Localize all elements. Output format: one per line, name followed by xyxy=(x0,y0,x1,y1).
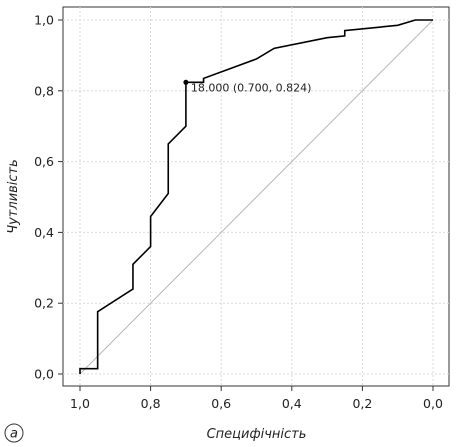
y-tick-label: 0,8 xyxy=(34,83,54,98)
plot-area xyxy=(62,6,450,387)
y-tick-label: 1,0 xyxy=(34,13,54,28)
panel-label: a xyxy=(10,427,18,442)
x-tick-label: 0,4 xyxy=(282,396,302,411)
y-axis-ticks: 0,0 0,2 0,4 0,6 0,8 1,0 xyxy=(34,13,63,382)
y-tick-label: 0,4 xyxy=(34,225,54,240)
x-axis-title: Специфічність xyxy=(207,427,307,442)
y-tick-label: 0,6 xyxy=(34,154,54,169)
y-tick-label: 0,2 xyxy=(34,296,54,311)
reference-diagonal xyxy=(79,19,434,375)
annotation-label: 18.000 (0.700, 0.824) xyxy=(191,81,312,94)
roc-curve xyxy=(79,19,433,374)
grid-lines xyxy=(63,7,449,386)
x-tick-label: 0,2 xyxy=(352,396,372,411)
y-tick-label: 0,0 xyxy=(34,367,54,382)
y-axis-title: Чутливість xyxy=(6,159,21,234)
x-tick-label: 0,8 xyxy=(141,396,161,411)
annotation-point xyxy=(183,79,189,85)
x-axis-ticks: 1,0 0,8 0,6 0,4 0,2 0,0 xyxy=(70,386,443,411)
panel-label-circle xyxy=(4,423,24,443)
x-tick-label: 0,0 xyxy=(423,396,443,411)
x-tick-label: 1,0 xyxy=(70,396,90,411)
x-tick-label: 0,6 xyxy=(211,396,231,411)
